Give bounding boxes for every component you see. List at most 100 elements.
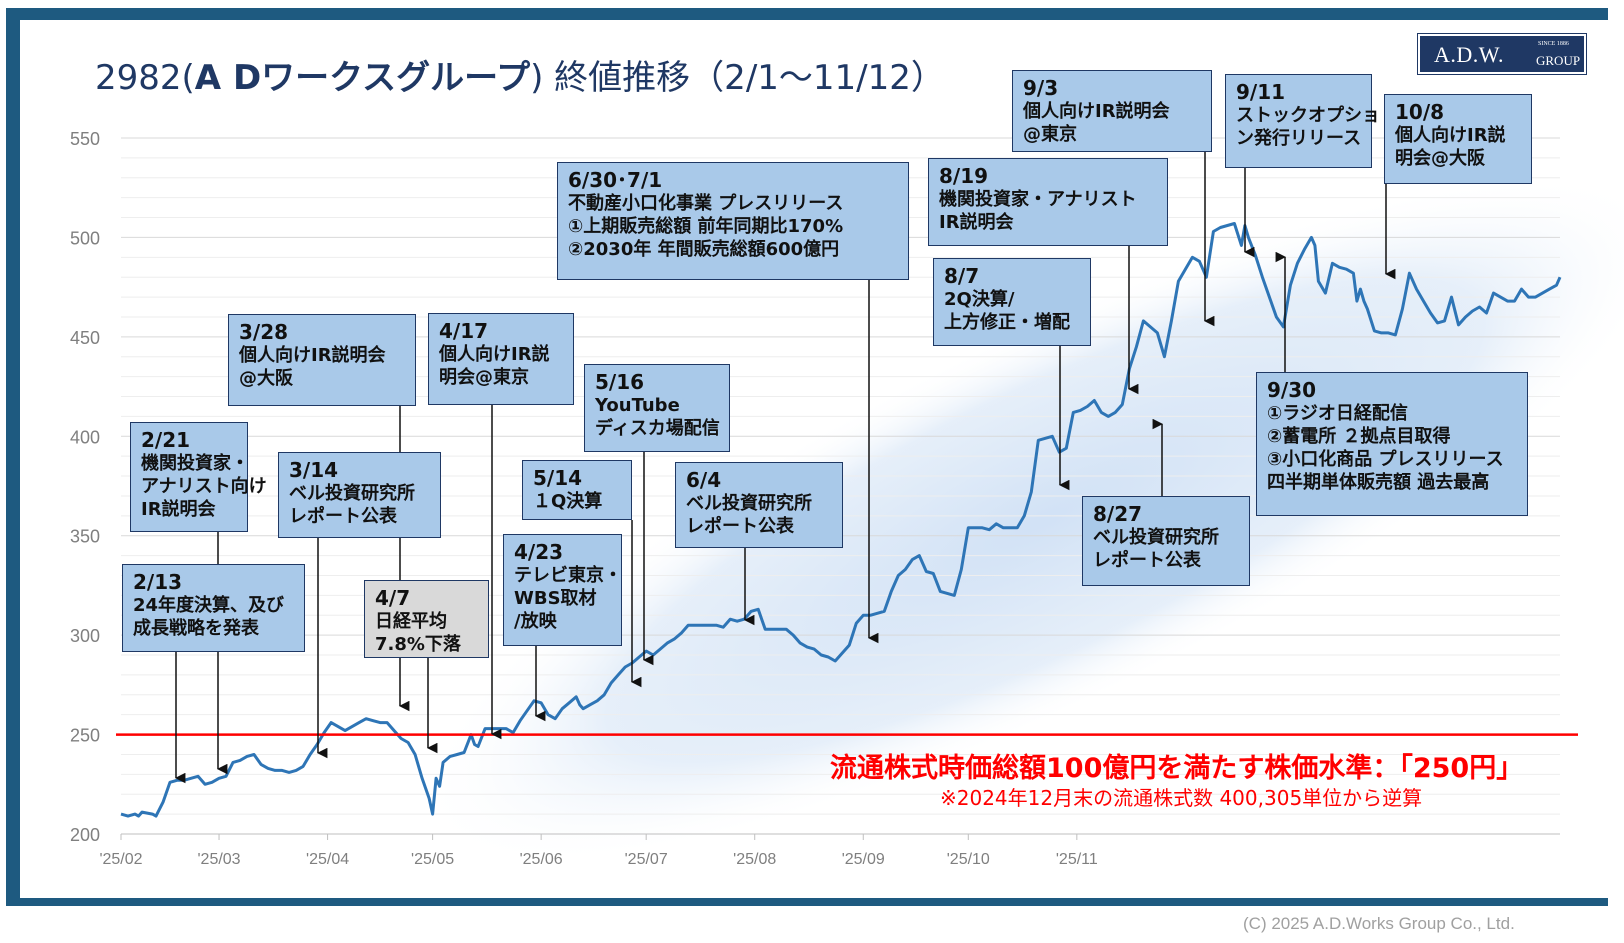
x-tick-label: '25/03 [197, 851, 240, 868]
annotation-date: 6/30･7/1 [568, 168, 663, 192]
annotation-line: ②2030年 年間販売総額600億円 [568, 239, 840, 260]
x-tick-label: '25/08 [733, 851, 776, 868]
annotation-box-a0423: 4/23 テレビ東京・ WBS取材/放映 [503, 534, 622, 646]
annotation-date: 2/13 [133, 570, 183, 594]
annotation-date: 8/7 [944, 264, 980, 288]
y-tick-label: 450 [70, 328, 100, 348]
y-tick-label: 500 [70, 228, 100, 248]
annotation-line: 個人向けIR説 [439, 344, 550, 365]
annotation-date: 8/19 [939, 164, 989, 188]
annotation-date: 4/17 [439, 319, 489, 343]
threshold-label: 流通株式時価総額100億円を満たす株価水準：「250円」 [830, 753, 1524, 784]
annotation-line: アナリスト向け [141, 476, 267, 497]
annotation-box-a0604: 6/4 ベル投資研究所 レポート公表 [675, 462, 843, 548]
annotation-date: 6/4 [686, 468, 722, 492]
annotation-box-a0314: 3/14 ベル投資研究所 レポート公表 [278, 452, 441, 538]
company-logo: A.D.W. SINCE 1886 GROUP [1417, 33, 1587, 75]
annotation-line: 日経平均 [375, 611, 447, 632]
annotation-line: ベル投資研究所 [289, 483, 415, 504]
annotation-line: 成長戦略を発表 [133, 618, 259, 639]
annotation-line: IR説明会 [939, 212, 1014, 233]
annotation-line: WBS取材 [514, 588, 597, 609]
x-tick-label: '25/07 [625, 851, 668, 868]
x-tick-label: '25/06 [520, 851, 563, 868]
copyright: (C) 2025 A.D.Works Group Co., Ltd. [1243, 914, 1515, 933]
annotation-date: 4/7 [375, 586, 411, 610]
annotation-line: ディスカ場配信 [595, 418, 720, 439]
annotation-box-a0903: 9/3 個人向けIR説明会 @東京 [1012, 70, 1212, 152]
annotation-date: 2/21 [141, 428, 191, 452]
x-tick-label: '25/04 [306, 851, 349, 868]
annotation-line: /放映 [514, 611, 557, 632]
annotation-date: 4/23 [514, 540, 564, 564]
y-tick-label: 300 [70, 626, 100, 646]
annotation-line: 明会@大阪 [1395, 148, 1485, 169]
price-series-line [120, 222, 1562, 818]
annotation-box-a0630: 6/30･7/1 不動産小口化事業 プレスリリース ①上期販売総額 前年同期比170… [557, 162, 909, 280]
annotation-line: レポート公表 [1093, 550, 1201, 571]
annotation-box-a0407: 4/7 日経平均 7.8%下落 [364, 580, 489, 658]
annotation-line: レポート公表 [289, 506, 397, 527]
annotation-line: 明会@東京 [439, 367, 529, 388]
annotation-line: @東京 [1023, 124, 1077, 145]
annotation-line: 機関投資家・ [141, 453, 249, 474]
annotation-line: 上方修正・増配 [944, 312, 1070, 333]
x-tick-label: '25/05 [411, 851, 454, 868]
annotation-line: 7.8%下落 [375, 634, 461, 655]
annotation-date: 5/16 [595, 370, 645, 394]
annotation-line: 不動産小口化事業 プレスリリース [568, 193, 844, 214]
annotation-box-a0213: 2/13 24年度決算、及び 成長戦略を発表 [122, 564, 305, 652]
x-tick-label: '25/11 [1056, 851, 1098, 868]
annotation-box-a0911: 9/11 ストックオプショ ン発行リリース [1225, 74, 1380, 168]
annotation-line: ベル投資研究所 [1093, 527, 1219, 548]
annotation-line: ストックオプショ [1236, 105, 1380, 126]
annotation-date: 9/11 [1236, 80, 1286, 104]
page-title: 2982(A Dワークスグループ) 終値推移（2/1～11/12） [95, 58, 945, 98]
annotation-line: ①ラジオ日経配信 [1267, 403, 1408, 424]
annotation-date: 8/27 [1093, 502, 1143, 526]
annotation-line: 個人向けIR説明会 [239, 345, 386, 366]
annotation-line: @大阪 [239, 368, 293, 389]
annotation-box-a0328: 3/28 個人向けIR説明会 @大阪 [228, 314, 416, 406]
annotation-date: 9/3 [1023, 76, 1059, 100]
annotation-line: １Q決算 [533, 491, 603, 512]
y-tick-label: 550 [70, 129, 100, 149]
annotation-line: ③小口化商品 プレスリリース [1267, 449, 1504, 470]
annotation-line: ②蓄電所 ２拠点目取得 [1267, 426, 1451, 447]
annotation-date: 3/14 [289, 458, 339, 482]
y-tick-label: 200 [70, 825, 100, 845]
annotation-line: ベル投資研究所 [686, 493, 812, 514]
annotation-line: 2Q決算/ [944, 289, 1015, 310]
x-tick-label: '25/02 [99, 851, 142, 868]
annotation-line: ン発行リリース [1236, 128, 1362, 149]
annotation-date: 3/28 [239, 320, 289, 344]
annotation-box-a0417: 4/17 個人向けIR説 明会@東京 [428, 313, 574, 405]
annotation-date: 10/8 [1395, 100, 1445, 124]
annotation-box-a0807: 8/7 2Q決算/上方修正・増配 [933, 258, 1091, 346]
annotation-line: 機関投資家・アナリスト [939, 189, 1137, 210]
annotation-box-a0516: 5/16 YouTube ディスカ場配信 [584, 364, 730, 452]
annotation-box-a0514: 5/14 １Q決算 [522, 460, 632, 520]
y-tick-label: 250 [70, 726, 100, 746]
trend-glow [419, 174, 1624, 866]
annotation-box-a0819: 8/19 機関投資家・アナリスト IR説明会 [928, 158, 1168, 246]
y-tick-label: 400 [70, 427, 100, 447]
x-tick-label: '25/10 [947, 851, 990, 868]
annotation-box-a1008: 10/8 個人向けIR説 明会@大阪 [1384, 94, 1532, 184]
x-tick-label: '25/09 [842, 851, 885, 868]
annotation-box-a0827: 8/27 ベル投資研究所 レポート公表 [1082, 496, 1250, 586]
annotation-line: 24年度決算、及び [133, 595, 285, 616]
annotation-line: 個人向けIR説 [1395, 125, 1506, 146]
annotation-line: レポート公表 [686, 516, 794, 537]
annotation-date: 5/14 [533, 466, 583, 490]
annotation-line: 個人向けIR説明会 [1023, 101, 1170, 122]
annotation-line: ①上期販売総額 前年同期比170% [568, 216, 844, 237]
annotation-line: IR説明会 [141, 499, 216, 520]
annotation-line: YouTube [595, 395, 680, 416]
annotation-line: 四半期単体販売額 過去最高 [1267, 472, 1490, 493]
threshold-note: ※2024年12月末の流通株式数 400,305単位から逆算 [940, 786, 1423, 810]
annotation-date: 9/30 [1267, 378, 1317, 402]
y-tick-label: 350 [70, 527, 100, 547]
annotation-box-a0930: 9/30 ①ラジオ日経配信 ②蓄電所 ２拠点目取得 ③小口化商品 プレスリリース 四半期… [1256, 372, 1528, 516]
